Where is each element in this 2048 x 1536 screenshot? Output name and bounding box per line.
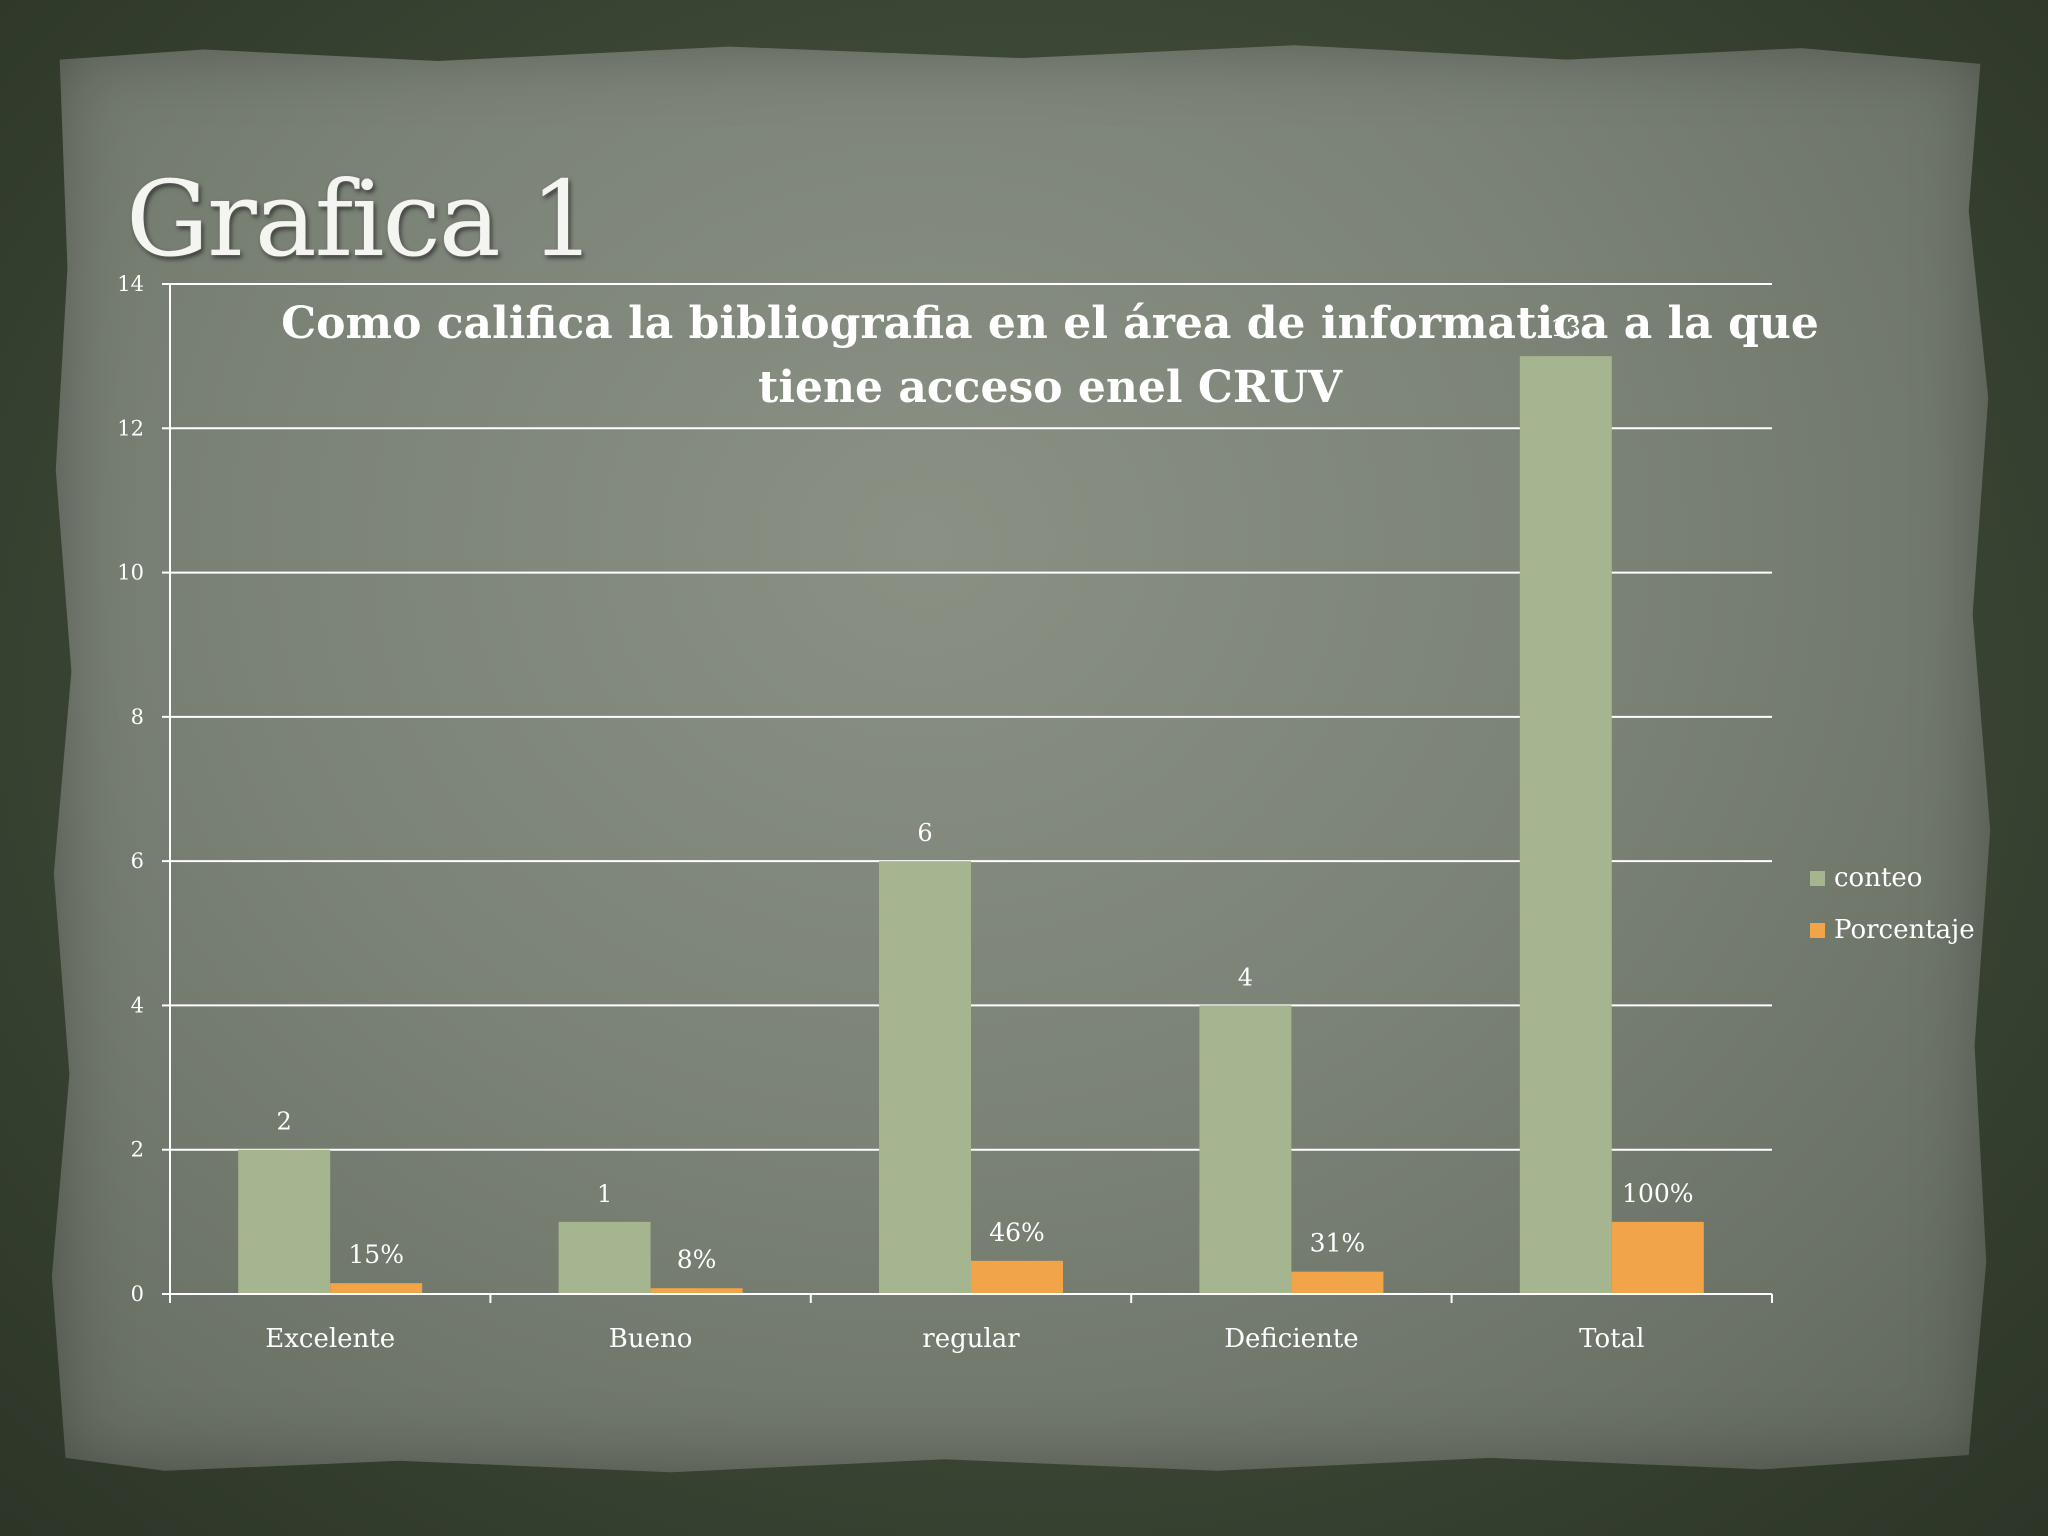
legend-label-porcentaje: Porcentaje <box>1834 915 1975 945</box>
y-tick-label: 10 <box>117 561 144 585</box>
bar-conteo <box>558 1221 651 1294</box>
x-tick-label: Excelente <box>265 1324 395 1354</box>
data-label: 46% <box>989 1218 1045 1247</box>
bar-conteo <box>1199 1005 1292 1294</box>
bar-porcentaje <box>971 1260 1063 1294</box>
bars <box>238 356 1704 1295</box>
bar-porcentaje <box>1291 1271 1384 1294</box>
data-label: 1 <box>597 1180 612 1208</box>
legend-swatch-conteo <box>1810 870 1825 886</box>
bar-porcentaje <box>330 1283 423 1294</box>
data-label: 31% <box>1310 1229 1366 1258</box>
data-label: 2 <box>277 1108 292 1136</box>
x-tick-label: Total <box>1579 1324 1644 1354</box>
x-tick-label: Deficiente <box>1224 1324 1358 1354</box>
legend-item-conteo: conteo <box>1810 852 1975 904</box>
slide-title: Grafica 1 <box>126 158 596 280</box>
chart-title: Como califica la bibliografia en el área… <box>281 298 1819 413</box>
bar-porcentaje <box>650 1288 743 1294</box>
labels: 0 2 4 6 8 10 12 14 Excelente 2 15% Bueno 1 8% regular 6… <box>117 272 1693 1354</box>
legend-swatch-porcentaje <box>1810 922 1825 938</box>
bar-conteo <box>1519 356 1612 1295</box>
y-tick-label: 4 <box>131 993 144 1017</box>
data-label: 6 <box>917 819 932 847</box>
y-tick-label: 6 <box>131 849 144 873</box>
y-tick-label: 2 <box>131 1138 144 1162</box>
data-label: 15% <box>348 1240 404 1269</box>
y-tick-label: 14 <box>117 272 144 296</box>
y-tick-label: 0 <box>131 1282 144 1306</box>
y-tick-label: 8 <box>131 705 144 729</box>
x-tick-label: regular <box>922 1324 1020 1354</box>
x-tick-label: Bueno <box>609 1324 693 1354</box>
axes <box>162 283 1773 1303</box>
data-label: 13 <box>1551 314 1582 342</box>
legend-label-conteo: conteo <box>1834 863 1923 893</box>
data-label: 100% <box>1622 1179 1693 1208</box>
data-label: 4 <box>1238 963 1253 991</box>
legend-item-porcentaje: Porcentaje <box>1810 904 1975 956</box>
chart-legend: conteo Porcentaje <box>1810 852 1975 956</box>
y-tick-label: 12 <box>117 416 144 440</box>
bar-conteo <box>238 1149 331 1294</box>
data-label: 8% <box>677 1245 717 1274</box>
bar-porcentaje <box>1611 1221 1704 1294</box>
bar-conteo <box>879 861 971 1294</box>
